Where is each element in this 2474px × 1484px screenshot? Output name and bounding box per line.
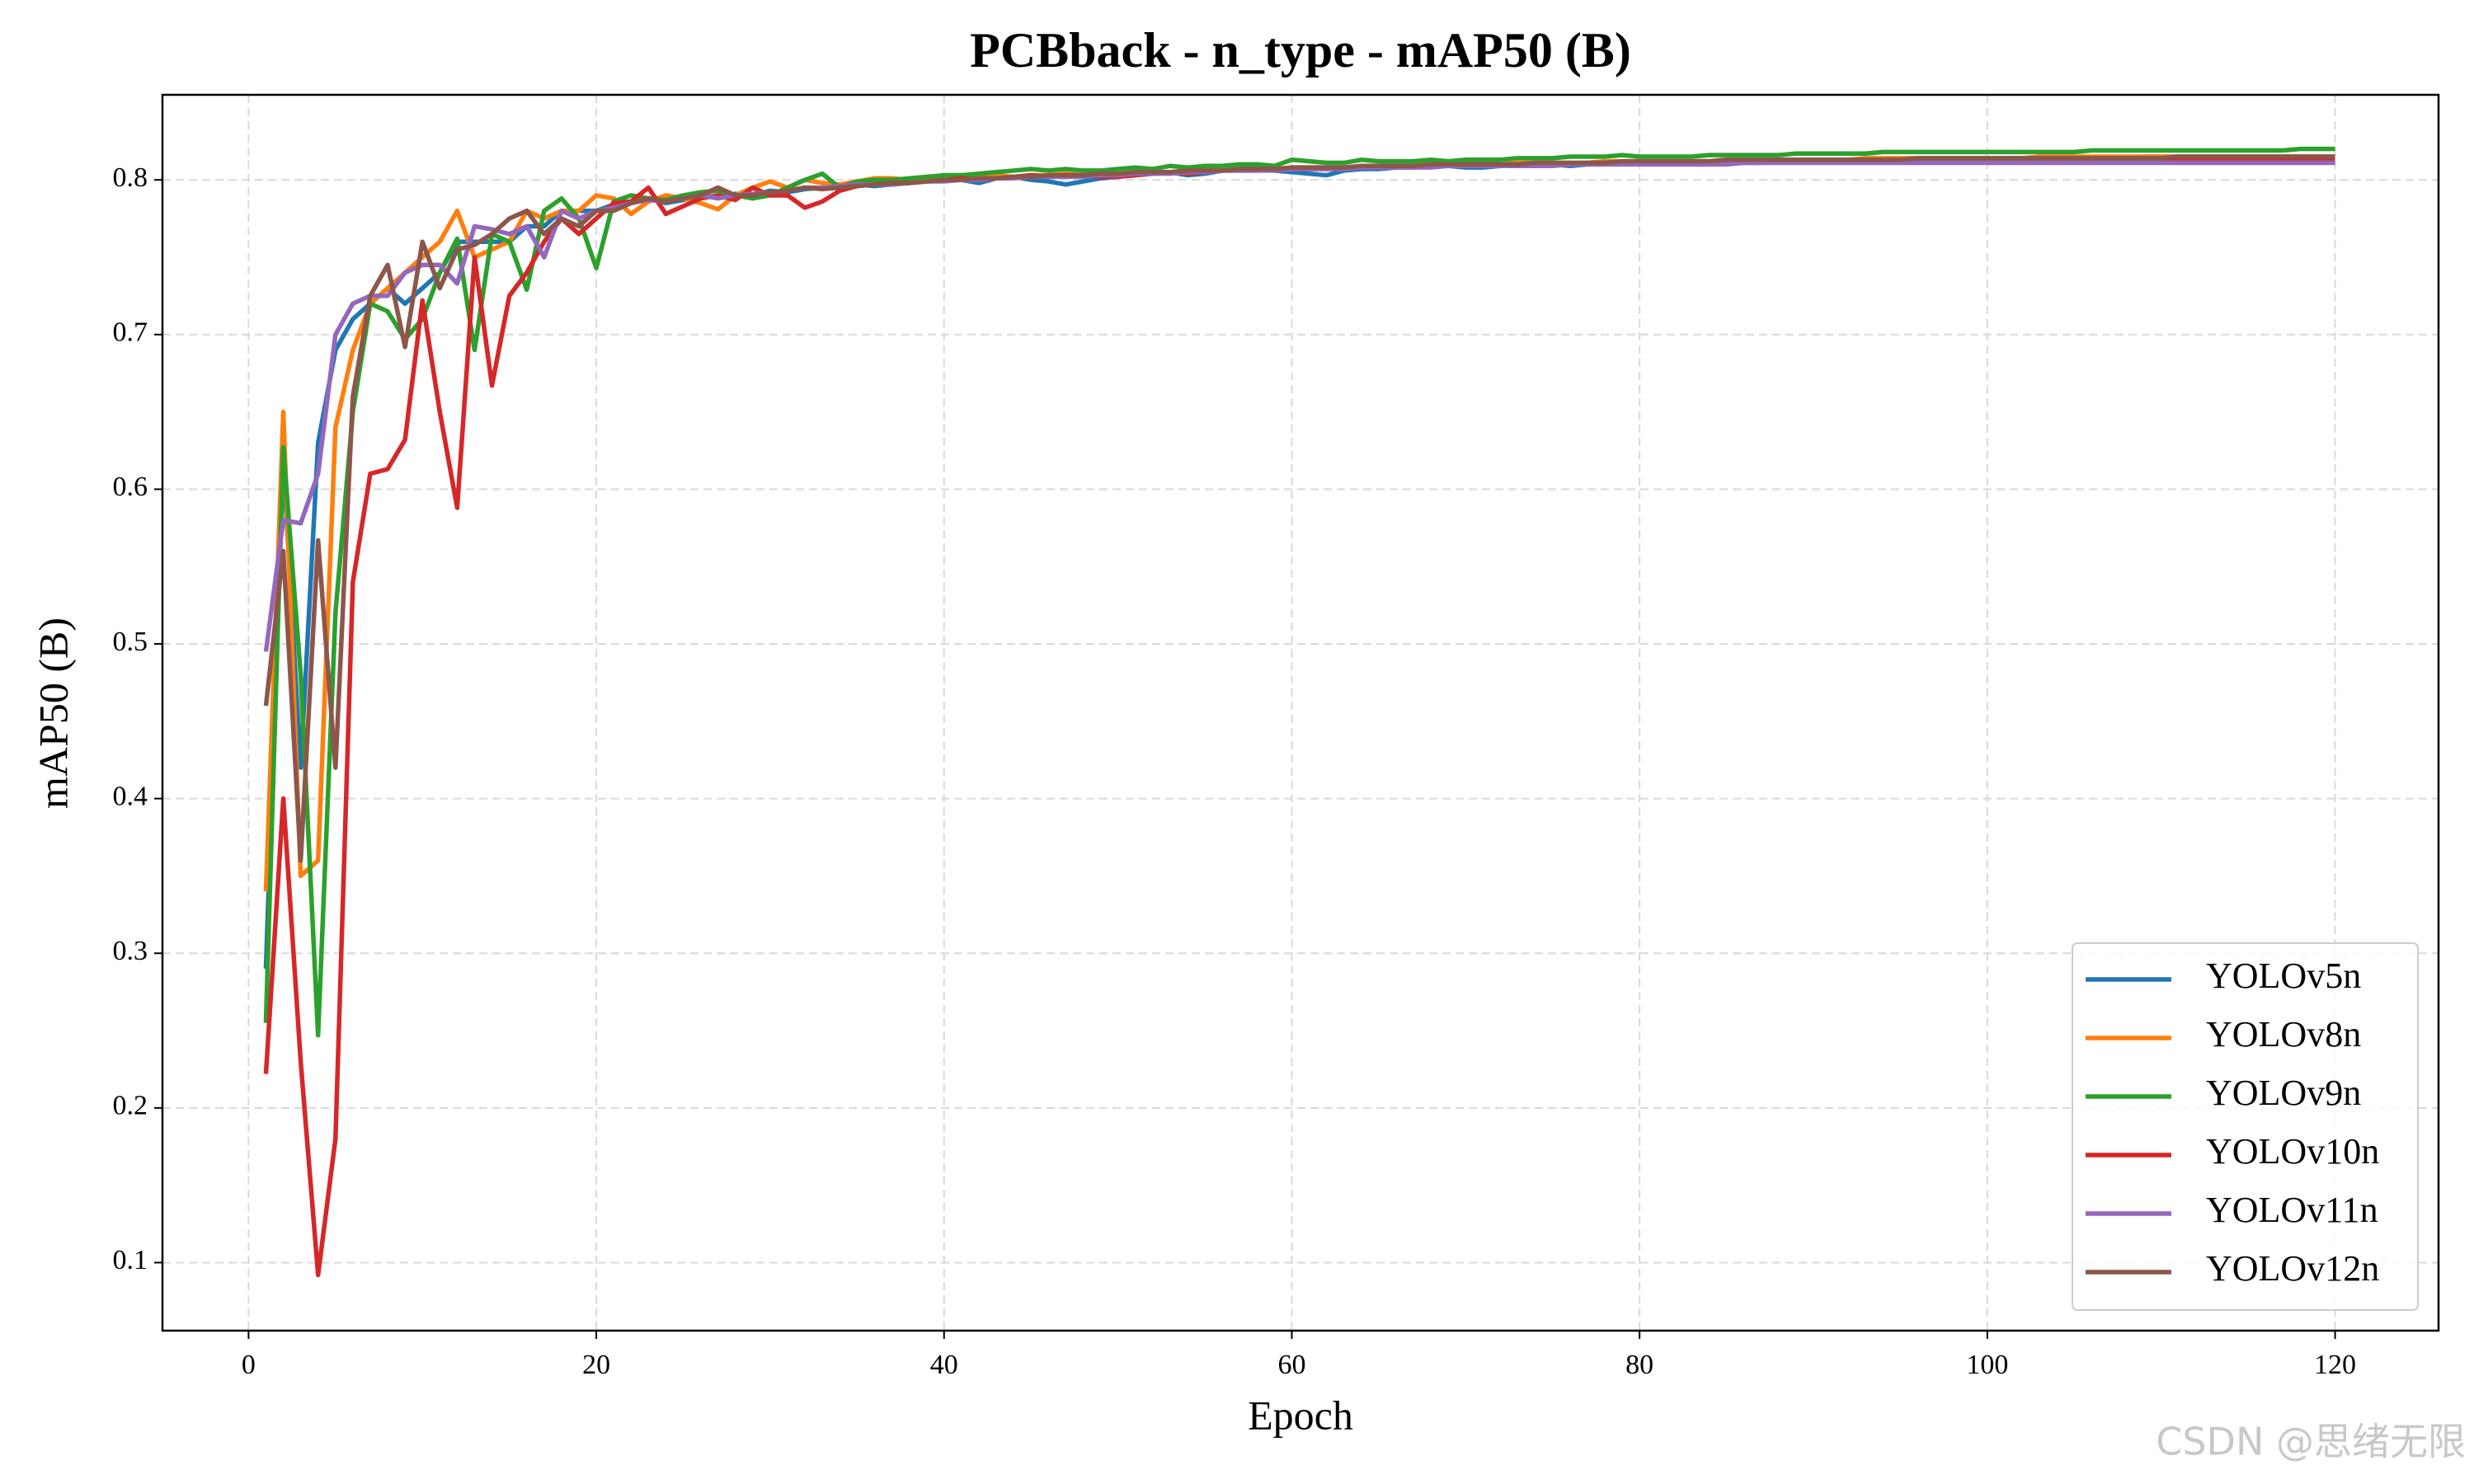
legend: YOLOv5n YOLOv8n YOLOv9n YOLOv10n YOLOv11n YOL… bbox=[2072, 942, 2419, 1311]
y-tick-label: 0.7 bbox=[113, 317, 148, 348]
y-tick-label: 0.3 bbox=[113, 936, 148, 966]
legend-label: YOLOv9n bbox=[2206, 1073, 2361, 1113]
y-tick-label: 0.4 bbox=[113, 781, 148, 811]
chart-title: PCBback - n_type - mAP50 (B) bbox=[970, 23, 1631, 77]
x-tick-label: 60 bbox=[1277, 1350, 1305, 1380]
x-axis-label: Epoch bbox=[1248, 1392, 1353, 1438]
y-tick-label: 0.2 bbox=[113, 1091, 148, 1121]
series-line bbox=[263, 154, 2335, 863]
legend-label: YOLOv10n bbox=[2206, 1131, 2379, 1172]
x-tick-label: 100 bbox=[1966, 1350, 2008, 1380]
legend-label: YOLOv11n bbox=[2206, 1190, 2378, 1230]
legend-label: YOLOv5n bbox=[2206, 956, 2361, 996]
y-tick-label: 0.8 bbox=[113, 162, 148, 193]
plot-frame bbox=[161, 93, 2440, 1332]
y-tick-label: 0.5 bbox=[113, 627, 148, 657]
x-tick-label: 40 bbox=[930, 1350, 958, 1380]
legend-label: YOLOv12n bbox=[2206, 1248, 2379, 1289]
legend-label: YOLOv8n bbox=[2206, 1014, 2361, 1054]
watermark: CSDN @思绪无限 bbox=[2156, 1420, 2466, 1464]
x-tick-label: 0 bbox=[242, 1350, 256, 1380]
x-tick-label: 120 bbox=[2314, 1350, 2356, 1380]
y-tick-label: 0.6 bbox=[113, 472, 148, 502]
x-tick-label: 80 bbox=[1625, 1350, 1653, 1380]
y-tick-label: 0.1 bbox=[113, 1245, 148, 1275]
y-axis-label: mAP50 (B) bbox=[30, 618, 76, 809]
legend-box bbox=[2072, 942, 2419, 1311]
x-tick-label: 20 bbox=[582, 1350, 610, 1380]
